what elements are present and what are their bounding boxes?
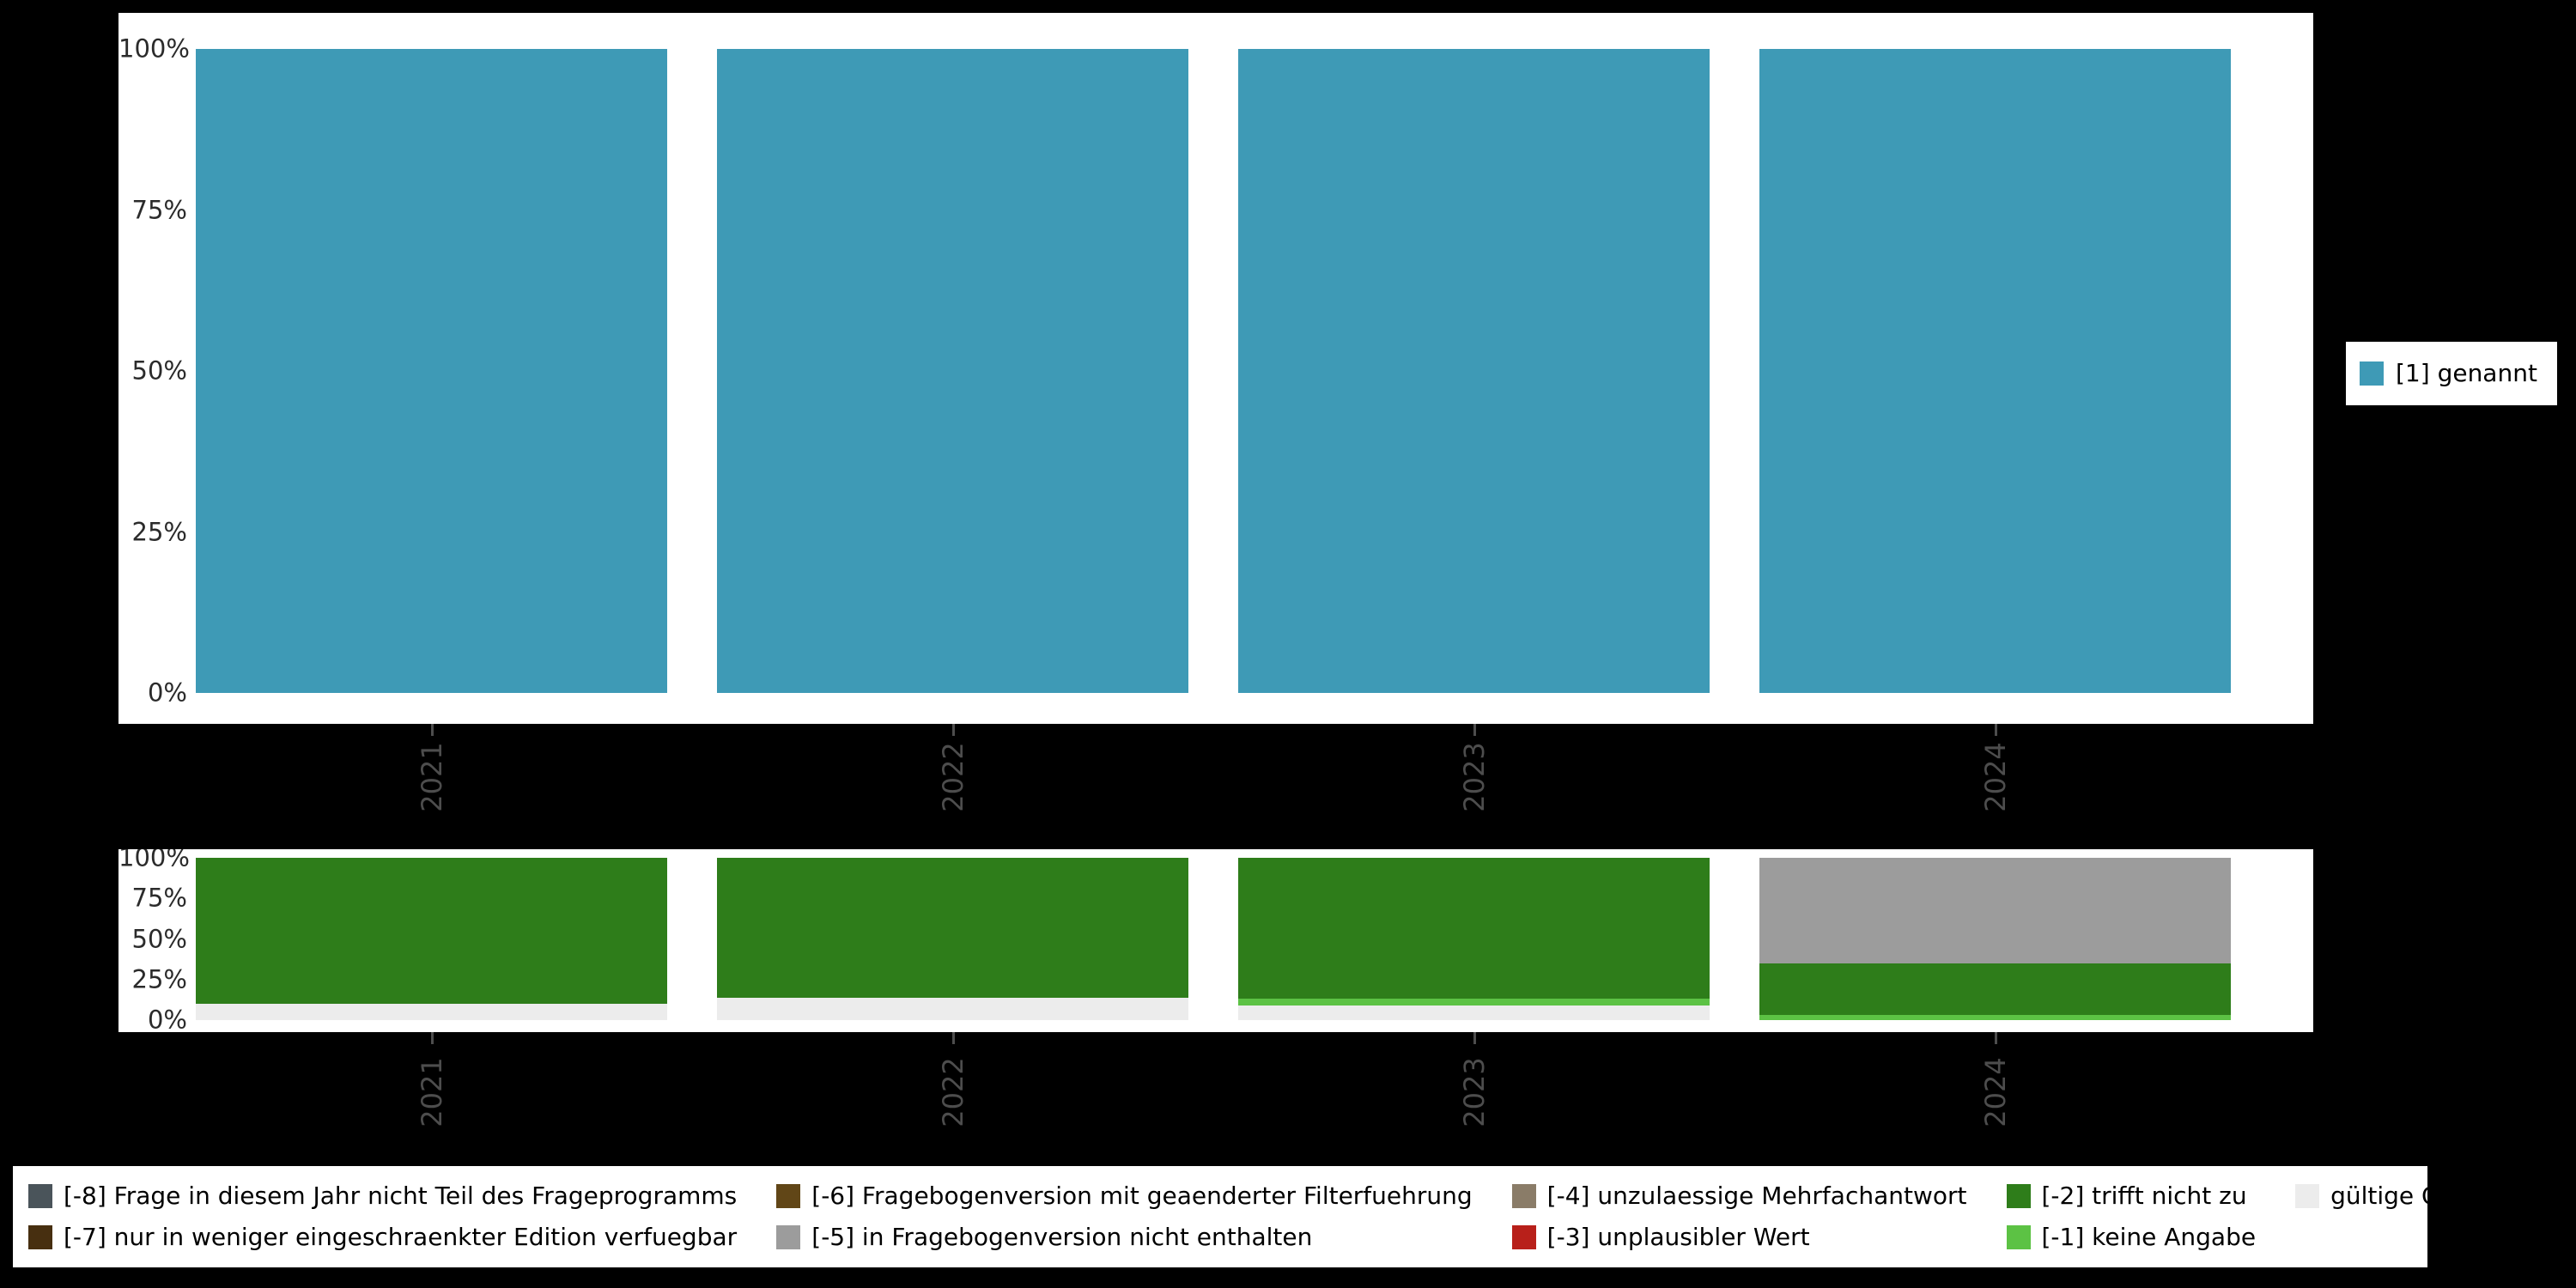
x-axis-label-2023: 2023 [1457,742,1491,812]
y-axis-tick-label: 25% [131,517,187,546]
legend-label: [-6] Fragebogenversion mit geaenderter F… [811,1182,1473,1211]
x-axis-label-2021: 2021 [415,1057,448,1127]
bar-2022 [717,858,1188,1020]
legend-label: [-3] unplausibler Wert [1546,1223,1810,1251]
x-axis-tick [1473,1032,1476,1044]
x-axis-tick [1994,724,1997,736]
bar-segment [1238,858,1710,999]
legend-item: [-2] trifft nicht zu [2006,1182,2257,1211]
legend-swatch [1511,1224,1536,1249]
missings-legend: [-8] Frage in diesem Jahr nicht Teil des… [13,1166,2576,1267]
y-axis-tick-label: 0% [147,1005,187,1032]
main-chart-panel: 100% 75% 50% 25% 0% [118,13,2313,724]
bar-2021 [196,49,667,693]
legend-swatch [2006,1224,2031,1249]
x-axis-label-2021: 2021 [415,742,448,812]
bar-segment [717,997,1188,1020]
y-axis-tick-label: 100% [118,33,190,64]
x-axis-tick [430,724,434,736]
legend-label: [-8] Frage in diesem Jahr nicht Teil des… [64,1182,738,1211]
main-chart-legend: [1] genannt [2346,342,2557,405]
y-axis-tick-label: 75% [131,883,187,913]
legend-swatch [2295,1184,2320,1209]
legend-swatch [28,1184,52,1209]
bar-segment [1759,858,2231,963]
legend-item: [-6] Fragebogenversion mit geaenderter F… [776,1182,1473,1211]
legend-label: [-2] trifft nicht zu [2041,1182,2247,1211]
bar-2023 [1238,858,1710,1020]
legend-swatch [1511,1184,1536,1209]
x-axis-label-2022: 2022 [936,742,969,812]
bar-segment [717,858,1188,998]
legend-label: [-7] nur in weniger eingeschraenkter Edi… [64,1223,738,1251]
x-axis-label-2024: 2024 [1978,1057,2012,1127]
y-axis-tick-label: 75% [131,195,187,224]
legend-swatch [2006,1184,2031,1209]
legend-label: [-4] unzulaessige Mehrfachantwort [1546,1182,1967,1211]
bar-2023 [1238,49,1710,693]
x-axis-label-2022: 2022 [936,1057,969,1127]
x-axis-label-2023: 2023 [1457,1057,1491,1127]
legend-label: [1] genannt [2396,359,2537,388]
legend-label: [-5] in Fragebogenversion nicht enthalte… [811,1223,1313,1251]
y-axis-tick-label: 50% [131,924,187,953]
bar-segment [717,49,1188,693]
x-axis-tick [951,724,955,736]
legend-swatch [776,1224,801,1249]
bar-segment [1238,49,1710,693]
legend-item: [-5] in Fragebogenversion nicht enthalte… [776,1223,1472,1252]
legend-item: [-8] Frage in diesem Jahr nicht Teil des… [28,1182,737,1211]
bar-segment [196,1004,667,1020]
x-axis-tick [1473,724,1476,736]
bar-segment [196,49,667,693]
legend-item: [-4] unzulaessige Mehrfachantwort [1511,1182,1967,1211]
legend-swatch [776,1184,801,1209]
legend-label: [-1] keine Angabe [2041,1223,2257,1251]
bar-2024 [1759,858,2231,1020]
bar-2021 [196,858,667,1020]
legend-item: [-3] unplausibler Wert [1511,1223,1967,1252]
y-axis-tick-label: 0% [147,677,187,708]
missings-chart-panel: 100% 75% 50% 25% 0% [118,849,2313,1032]
legend-item: [-7] nur in weniger eingeschraenkter Edi… [28,1223,737,1252]
legend-item: [-1] keine Angabe [2006,1223,2257,1252]
bar-segment [196,858,667,1005]
bar-2024 [1759,49,2231,693]
legend-item: gültige Observationen [2295,1182,2576,1211]
bar-segment [1238,999,1710,1005]
bar-segment [1759,49,2231,693]
y-axis-tick-label: 50% [131,355,187,386]
x-axis-label-2024: 2024 [1978,742,2012,812]
bar-segment [1238,1005,1710,1020]
bar-2022 [717,49,1188,693]
y-axis-tick-label: 25% [131,964,187,994]
bar-segment [1759,1015,2231,1020]
x-axis-tick [1994,1032,1997,1044]
legend-label: gültige Observationen [2330,1182,2576,1211]
x-axis-tick [951,1032,955,1044]
legend-swatch [2360,361,2384,386]
legend-swatch [28,1224,52,1249]
y-axis-tick-label: 100% [118,849,190,872]
x-axis-tick [430,1032,434,1044]
bar-segment [1759,963,2231,1016]
